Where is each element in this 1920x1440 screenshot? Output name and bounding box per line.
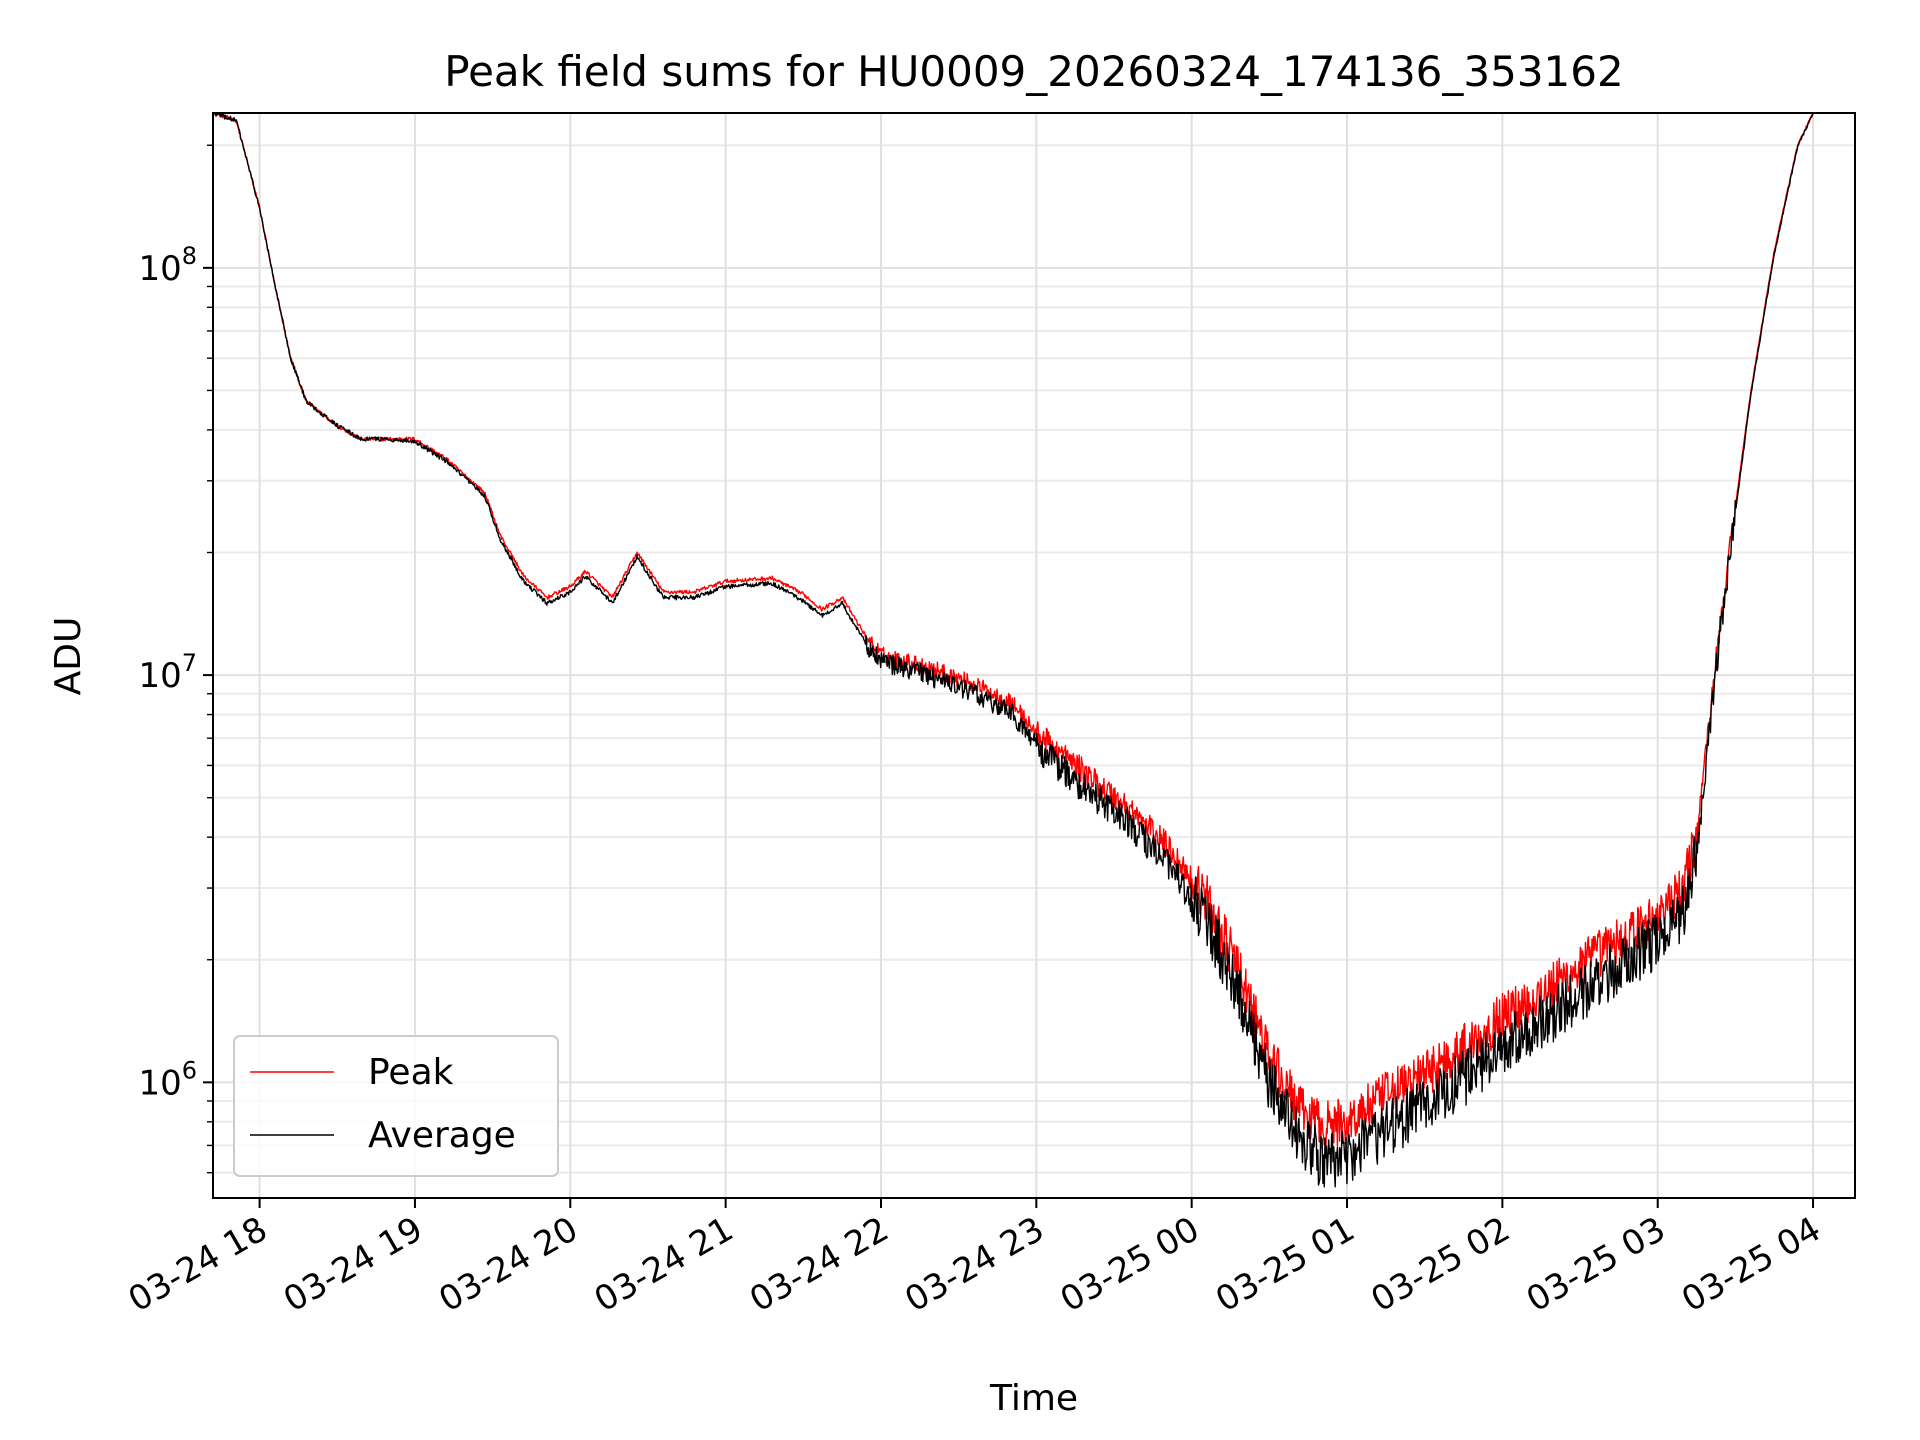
y-tick-label: 108	[138, 242, 197, 289]
y-tick-label: 107	[138, 649, 197, 696]
x-axis-label: Time	[989, 1378, 1078, 1419]
y-tick-label-exponent: 8	[182, 242, 197, 270]
plot-area	[213, 113, 1814, 1188]
legend-label-average: Average	[368, 1115, 516, 1156]
legend: Peak Average	[233, 1035, 559, 1177]
legend-label-peak: Peak	[368, 1052, 454, 1093]
y-axis-label: ADU	[48, 617, 89, 696]
y-tick-label-exponent: 7	[182, 649, 197, 677]
y-tick-label-base: 10	[138, 249, 181, 289]
y-tick-label-base: 10	[138, 656, 181, 696]
y-tick-label-exponent: 6	[182, 1056, 197, 1084]
chart-title: Peak field sums for HU0009_20260324_1741…	[444, 47, 1623, 96]
series-line-average	[213, 113, 1814, 1188]
y-tick-label: 106	[138, 1056, 197, 1103]
plot-frame	[212, 112, 1856, 1199]
y-tick-label-base: 10	[138, 1063, 181, 1103]
legend-box	[233, 1035, 559, 1177]
